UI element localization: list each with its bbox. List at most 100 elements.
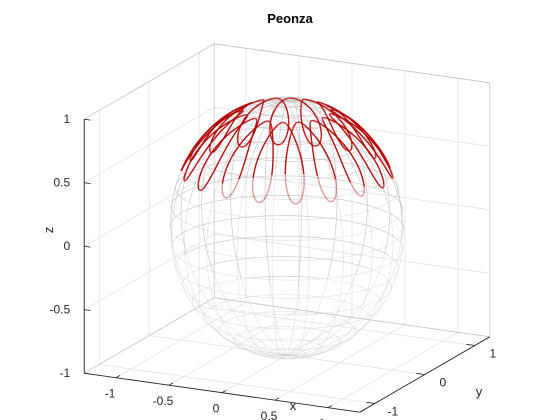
sphere-meridian — [291, 332, 294, 339]
sphere-meridian — [231, 160, 234, 171]
sphere-meridian — [276, 340, 278, 346]
sphere-meridian — [340, 285, 343, 296]
trajectory-segment — [185, 161, 187, 163]
sphere-parallel — [249, 350, 253, 353]
trajectory-segment — [384, 167, 387, 170]
sphere-parallel — [201, 288, 206, 291]
sphere-parallel — [172, 198, 176, 202]
sphere-meridian — [381, 290, 386, 300]
trajectory-segment — [352, 127, 355, 130]
sphere-parallel — [313, 328, 318, 330]
sphere-parallel — [257, 353, 260, 356]
trajectory-segment — [189, 160, 192, 163]
sphere-parallel — [243, 348, 247, 351]
sphere-meridian — [280, 354, 288, 357]
trajectory-segment — [343, 124, 345, 126]
sphere-parallel — [208, 242, 216, 245]
trajectory-segment — [363, 129, 365, 132]
trajectory-segment — [222, 117, 224, 120]
trajectory-segment — [378, 183, 380, 186]
trajectory-segment — [223, 150, 226, 153]
trajectory-segment — [190, 171, 193, 174]
trajectory-segment — [195, 150, 198, 153]
trajectory-segment — [342, 129, 345, 131]
sphere-meridian — [390, 281, 395, 291]
trajectory-segment — [324, 106, 326, 108]
trajectory-segment — [226, 144, 229, 147]
sphere-meridian — [188, 262, 193, 273]
sphere-meridian — [370, 231, 373, 242]
sphere-meridian — [230, 218, 233, 230]
sphere-parallel — [358, 306, 363, 310]
trajectory-segment — [231, 154, 234, 157]
sphere-parallel — [225, 172, 233, 175]
sphere-meridian — [200, 290, 207, 300]
sphere-parallel — [256, 278, 267, 280]
trajectory-segment — [242, 122, 245, 125]
sphere-parallel — [230, 317, 235, 320]
sphere-meridian — [274, 321, 276, 329]
trajectory-segment — [193, 166, 196, 168]
sphere-meridian — [296, 129, 299, 137]
sphere-parallel — [220, 323, 223, 326]
sphere-parallel — [327, 217, 337, 220]
sphere-meridian — [398, 242, 402, 253]
sphere-meridian — [316, 347, 321, 352]
sphere-meridian — [327, 269, 330, 280]
trajectory-segment — [214, 166, 217, 169]
sphere-meridian — [334, 161, 336, 171]
sphere-meridian — [238, 269, 242, 280]
trajectory-segment — [222, 118, 225, 121]
trajectory-segment — [360, 134, 363, 137]
sphere-parallel — [208, 167, 215, 170]
sphere-parallel — [236, 256, 247, 259]
trajectory-segment — [233, 188, 236, 190]
trajectory-segment — [203, 186, 205, 189]
sphere-parallel — [325, 238, 335, 241]
sphere-meridian — [381, 253, 386, 264]
sphere-parallel — [252, 115, 260, 118]
sphere-parallel — [190, 202, 196, 206]
trajectory-segment — [251, 130, 254, 132]
sphere-parallel — [384, 294, 388, 297]
trajectory-segment — [203, 150, 206, 153]
trajectory-segment — [356, 130, 359, 133]
sphere-meridian — [226, 116, 235, 123]
sphere-meridian — [372, 306, 378, 315]
trajectory-segment — [251, 108, 254, 111]
sphere-parallel — [226, 308, 235, 311]
sphere-parallel — [204, 312, 206, 315]
sphere-meridian — [293, 357, 296, 360]
trajectory-segment — [202, 141, 205, 144]
trajectory-segment — [201, 135, 204, 138]
trajectory-segment — [216, 134, 219, 137]
trajectory-segment — [235, 184, 238, 186]
sphere-parallel — [180, 240, 186, 244]
trajectory-segment — [227, 113, 230, 115]
sphere-parallel — [247, 345, 253, 348]
trajectory-segment — [190, 152, 193, 155]
sphere-parallel — [212, 189, 220, 193]
sphere-meridian — [278, 129, 281, 137]
sphere-parallel — [185, 278, 191, 283]
trajectory-segment — [328, 109, 330, 111]
trajectory-segment — [192, 147, 194, 150]
sphere-meridian — [362, 190, 367, 201]
trajectory-segment — [198, 142, 201, 145]
sphere-meridian — [275, 160, 277, 171]
sphere-meridian — [286, 98, 292, 102]
trajectory-segment — [219, 158, 222, 161]
trajectory-segment — [237, 125, 240, 128]
sphere-meridian — [306, 199, 308, 210]
trajectory-segment — [229, 159, 231, 162]
trajectory-segment — [189, 173, 191, 176]
sphere-parallel — [386, 262, 392, 266]
grid-line-y-floor — [99, 364, 375, 404]
axes-box-edge — [214, 297, 490, 338]
sphere-meridian — [305, 189, 307, 200]
sphere-meridian — [399, 253, 403, 263]
trajectory-segment — [221, 123, 224, 125]
sphere-parallel — [358, 165, 367, 169]
trajectory-segment — [350, 122, 353, 125]
sphere-meridian — [221, 292, 227, 302]
